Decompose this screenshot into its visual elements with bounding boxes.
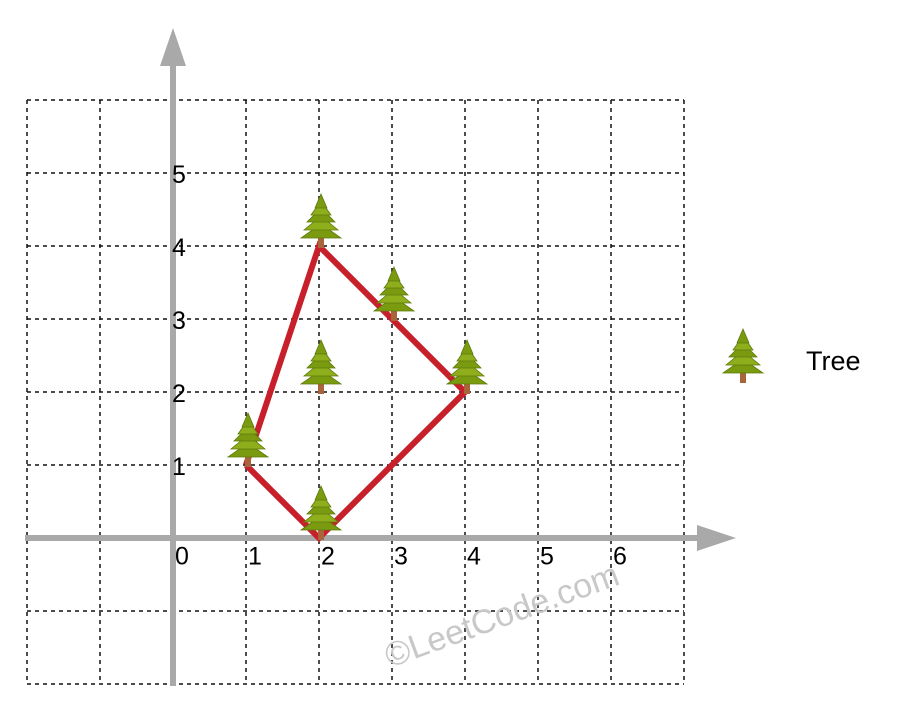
- x-tick-label: 3: [394, 543, 408, 571]
- tree-icon: [721, 327, 765, 383]
- trees: [226, 192, 489, 540]
- y-tick-label: 3: [172, 307, 186, 335]
- y-tick-label: 5: [172, 161, 186, 189]
- tree-icon: [445, 338, 489, 394]
- y-tick-label: 1: [172, 453, 186, 481]
- x-tick-label: 1: [248, 543, 262, 571]
- tick-labels: 0 1 2 3 4 5 6 1 2 3 4 5: [172, 161, 627, 571]
- x-tick-label: 4: [467, 543, 481, 571]
- tree-icon: [372, 265, 416, 321]
- tree-icon: [299, 192, 343, 248]
- x-tick-label: 2: [321, 543, 335, 571]
- legend-tree-icon: [721, 327, 765, 383]
- x-tick-label: 0: [175, 543, 189, 571]
- y-axis-arrow: [160, 28, 186, 66]
- x-tick-label: 5: [540, 543, 554, 571]
- watermark: ©LeetCode.com: [380, 556, 624, 676]
- tree-icon: [299, 338, 343, 394]
- tree-icon: [299, 484, 343, 540]
- axes: [25, 28, 736, 686]
- legend-label: Tree: [806, 346, 861, 376]
- y-tick-label: 4: [172, 234, 186, 262]
- tree-icon: [226, 411, 270, 467]
- legend: Tree: [721, 327, 861, 383]
- x-axis-arrow: [697, 525, 736, 551]
- x-tick-label: 6: [613, 543, 627, 571]
- y-tick-label: 2: [172, 380, 186, 408]
